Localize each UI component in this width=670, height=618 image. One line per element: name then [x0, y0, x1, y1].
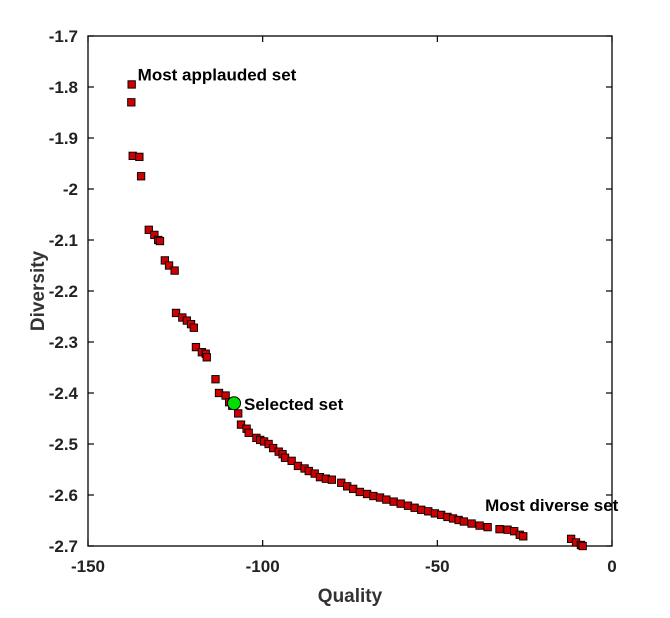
x-tick-label: -50	[425, 557, 450, 576]
x-tick-label: 0	[607, 557, 616, 576]
y-axis-title: Diversity	[28, 250, 49, 331]
data-point	[202, 353, 211, 362]
data-point	[136, 172, 146, 181]
y-tick-label: -2.6	[49, 486, 78, 505]
plot-frame	[87, 35, 613, 547]
data-point	[327, 475, 336, 484]
x-tick-label: -100	[246, 557, 280, 576]
annotation-label: Most applauded set	[138, 65, 297, 84]
data-point	[171, 308, 181, 318]
data-point	[211, 375, 220, 384]
y-tick-label: -1.9	[49, 129, 78, 148]
data-point	[467, 519, 476, 528]
y-tick-label: -2	[63, 180, 78, 199]
data-point	[519, 532, 528, 541]
data-point	[155, 236, 165, 246]
y-tick-label: -2.4	[49, 384, 79, 403]
data-point	[459, 517, 469, 526]
data-point	[189, 323, 198, 332]
data-point	[191, 342, 201, 352]
data-points	[127, 80, 587, 551]
data-point	[417, 505, 426, 514]
data-point	[389, 497, 398, 506]
y-tick-label: -2.1	[49, 231, 78, 250]
data-point	[396, 499, 405, 508]
selected-point	[227, 396, 242, 411]
data-point	[578, 541, 587, 551]
data-point	[164, 261, 174, 270]
axis-ticks	[87, 35, 613, 547]
data-point	[135, 152, 144, 162]
data-point	[495, 525, 504, 534]
data-point	[244, 428, 253, 437]
y-tick-label: -1.7	[49, 27, 78, 46]
data-point	[475, 521, 484, 530]
annotation-label: Selected set	[244, 395, 344, 414]
data-point	[287, 456, 296, 465]
data-point	[483, 522, 492, 532]
y-tick-label: -2.2	[49, 282, 78, 301]
data-point	[382, 495, 391, 504]
y-tick-label: -2.3	[49, 333, 78, 352]
data-point	[170, 266, 179, 275]
annotations: Most applauded set Selected set Most diver…	[138, 65, 619, 514]
y-tick-label: -2.7	[49, 537, 78, 556]
data-point	[144, 225, 153, 234]
axis-tick-labels: -150 -100 -50 0 -1.7 -1.8 -1.9 -2 -2.1 -2.2 -2.3 -2…	[49, 27, 617, 576]
data-point	[355, 487, 364, 497]
annotation-label: Most diverse set	[485, 496, 619, 515]
x-tick-label: -150	[71, 557, 105, 576]
y-tick-label: -2.5	[49, 435, 78, 454]
x-axis-title: Quality	[318, 586, 383, 607]
data-point	[160, 256, 170, 265]
data-point	[234, 409, 243, 418]
y-tick-label: -1.8	[49, 78, 78, 97]
data-point	[127, 98, 136, 107]
data-point	[127, 80, 136, 89]
